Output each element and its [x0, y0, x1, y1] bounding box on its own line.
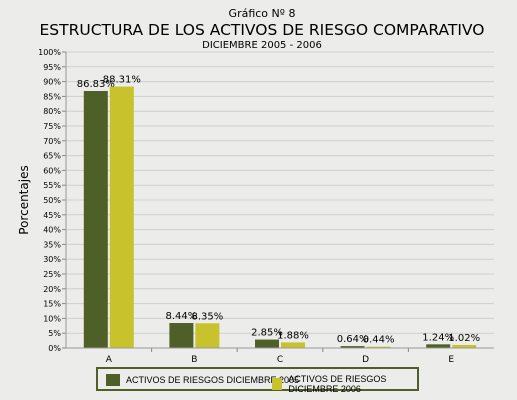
bar-E-2 [452, 344, 477, 348]
y-tick-label: 65% [43, 152, 61, 161]
data-label: 1.24% [422, 332, 454, 343]
legend-item-2006: ACTIVOS DE RIESGOS DICIEMBRE 2006 [272, 374, 417, 394]
x-tick-label: C [277, 355, 283, 365]
y-tick-label: 25% [43, 270, 61, 279]
chart-subtitle: DICIEMBRE 2005 - 2006 [202, 40, 322, 51]
legend-label-2006: ACTIVOS DE RIESGOS DICIEMBRE 2006 [288, 374, 387, 394]
y-tick-label: 20% [43, 285, 61, 294]
y-tick-label: 45% [43, 211, 61, 220]
chart-title: ESTRUCTURA DE LOS ACTIVOS DE RIESGO COMP… [40, 21, 485, 39]
y-tick-label: 90% [43, 78, 61, 87]
bar-A-1 [83, 90, 108, 348]
x-tick-label: E [448, 355, 454, 365]
bar-C-2 [281, 342, 305, 348]
bar-D-1 [340, 346, 365, 348]
bar-B-1 [169, 323, 194, 348]
y-tick-label: 80% [43, 107, 61, 116]
x-tick-label: A [106, 355, 113, 365]
data-label: 1.02% [448, 333, 480, 344]
y-tick-label: 85% [43, 92, 61, 101]
y-tick-label: 50% [43, 196, 61, 205]
bar-A-2 [109, 86, 134, 348]
y-tick-label: 35% [43, 240, 61, 249]
data-label: 1.88% [277, 330, 309, 341]
x-tick-label: B [191, 355, 197, 365]
x-axis-ticks: A B C D E [106, 348, 454, 365]
y-tick-label: 0% [48, 344, 61, 353]
axes [65, 52, 494, 349]
y-tick-label: 100% [38, 48, 61, 57]
y-tick-label: 60% [43, 166, 61, 175]
y-tick-label: 95% [43, 63, 61, 72]
bar-D-2 [366, 346, 391, 348]
data-label: 86.83% [77, 79, 115, 90]
y-tick-label: 75% [43, 122, 61, 131]
y-tick-label: 70% [43, 137, 61, 146]
legend-swatch-2005 [106, 374, 120, 386]
data-label: 0.64% [337, 334, 369, 345]
y-tick-label: 15% [43, 300, 61, 309]
y-axis-ticks: 0% 5% 10% 15% 20% 25% 30% 35% 40% 45% 50% 55% 60% 65%… [38, 48, 66, 353]
legend-item-2005: ACTIVOS DE RIESGOS DICIEMBRE 2005 [106, 374, 299, 386]
x-tick-label: D [362, 355, 369, 365]
bars: 86.83%88.31% 8.44%8.35% 2.85%1.88% 0.64%0.4… [77, 75, 480, 348]
legend-swatch-2006 [272, 378, 283, 390]
legend: ACTIVOS DE RIESGOS DICIEMBRE 2005 ACTIVO… [96, 367, 419, 394]
y-tick-label: 30% [43, 255, 61, 264]
y-tick-label: 55% [43, 181, 61, 190]
bar-E-1 [426, 344, 451, 348]
y-tick-label: 5% [48, 329, 61, 338]
y-axis-label: Porcentajes [17, 165, 31, 234]
y-tick-label: 40% [43, 226, 61, 235]
data-label: 8.44% [166, 311, 198, 322]
gridlines [66, 51, 494, 349]
data-label: 8.35% [192, 311, 224, 322]
bar-B-2 [195, 323, 220, 348]
chart-label: Gráfico Nº 8 [229, 7, 296, 20]
bar-C-1 [255, 339, 279, 348]
y-tick-label: 10% [43, 314, 61, 323]
legend-label-2005: ACTIVOS DE RIESGOS DICIEMBRE 2005 [126, 375, 300, 385]
data-label: 0.44% [363, 335, 395, 346]
data-label: 88.31% [103, 75, 141, 86]
data-label: 2.85% [251, 328, 283, 339]
